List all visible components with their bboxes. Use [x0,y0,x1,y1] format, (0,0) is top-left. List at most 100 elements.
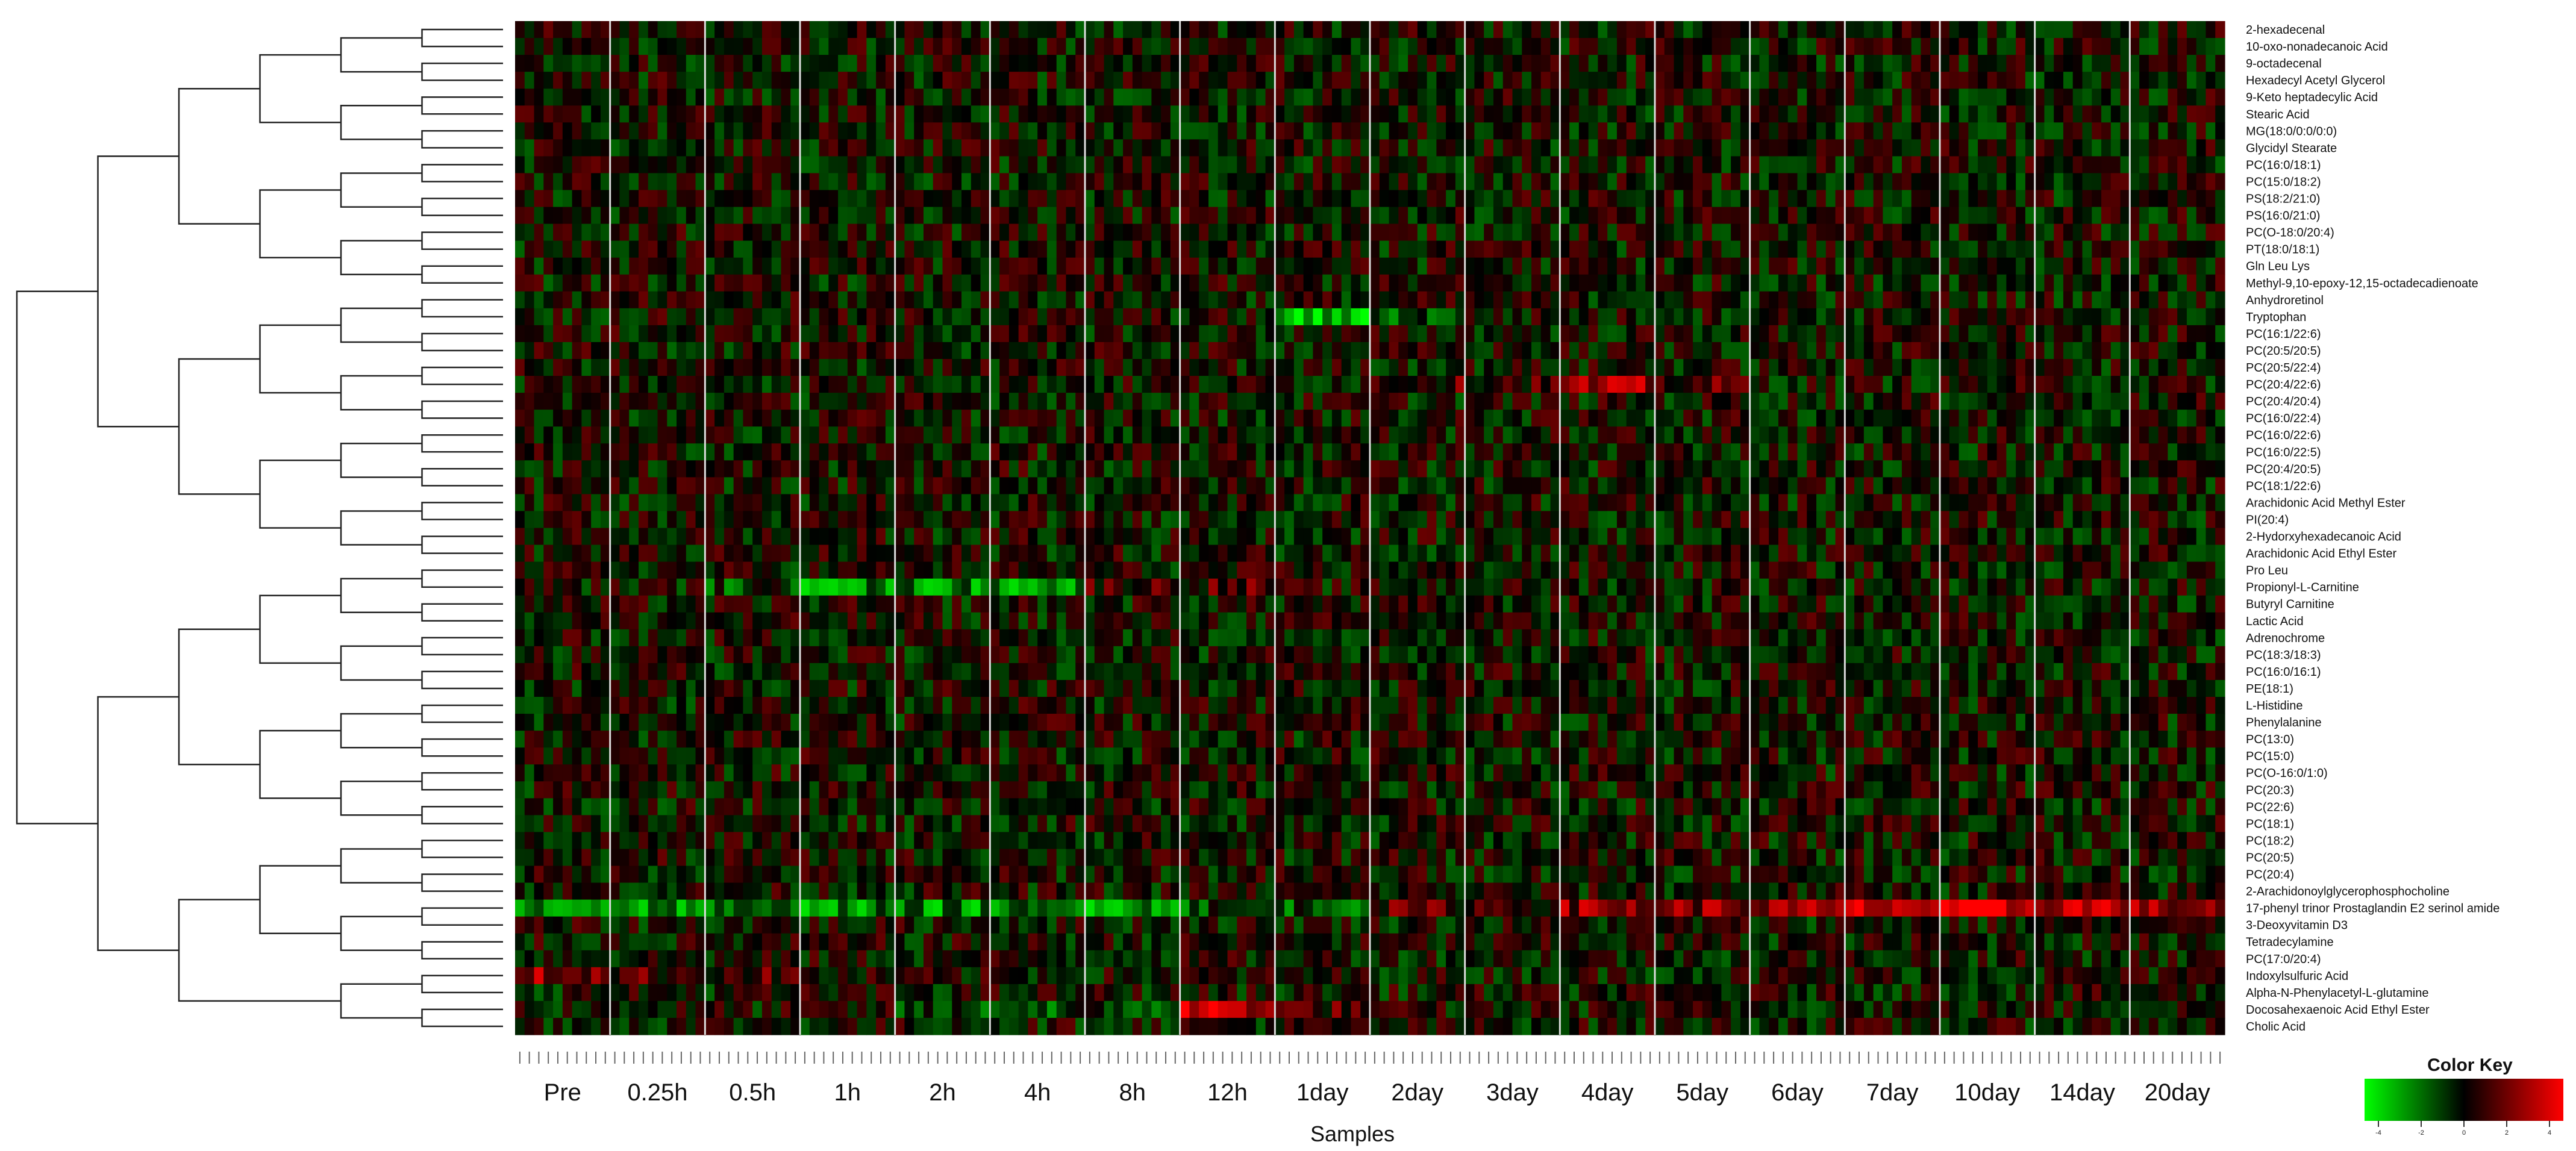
heatmap-cell [1227,376,1237,393]
heatmap-cell [1085,342,1095,360]
heatmap-cell [1569,156,1580,174]
heatmap-cell [961,308,972,326]
heatmap-cell [1598,376,1608,393]
heatmap-cell [1901,240,1912,258]
heatmap-cell [1616,257,1627,275]
heatmap-cell [1322,274,1333,292]
heatmap-cell [1379,308,1390,326]
heatmap-cell [2110,291,2121,309]
heatmap-cell [847,443,858,461]
heatmap-cell [1113,21,1124,39]
heatmap-cell [1664,105,1675,123]
heatmap-cell [2215,291,2225,309]
heatmap-cell [1921,21,1931,39]
heatmap-cell [1578,460,1589,478]
heatmap-cell [2148,55,2159,72]
heatmap-cell [828,190,839,208]
heatmap-cell [847,72,858,89]
heatmap-cell [1474,426,1484,444]
heatmap-cell [857,207,867,225]
heatmap-cell [1674,325,1684,343]
heatmap-cell [1151,308,1161,326]
heatmap-cell [1655,291,1665,309]
heatmap-cell [1959,21,1969,39]
heatmap-cell [2054,139,2064,157]
heatmap-cell [1702,173,1713,191]
heatmap-cell [1189,460,1199,478]
heatmap-cell [2186,325,2197,343]
heatmap-cell [2072,21,2083,39]
heatmap-cell [2054,308,2064,326]
heatmap-cell [1161,460,1171,478]
heatmap-cell [980,410,990,427]
heatmap-cell [2034,223,2045,242]
heatmap-cell [1104,342,1114,360]
heatmap-cell [600,156,611,174]
heatmap-cell [876,460,886,478]
heatmap-cell [2101,274,2112,292]
heatmap-cell [2044,207,2054,225]
heatmap-cell [1265,460,1275,478]
heatmap-cell [1987,325,1998,343]
heatmap-cell [1835,105,1845,123]
heatmap-cell [686,426,696,444]
heatmap-cell [1037,223,1048,242]
heatmap-cell [1008,359,1019,376]
heatmap-cell [1218,240,1228,258]
heatmap-cell [1655,55,1665,72]
dendrogram-branch [421,535,503,554]
heatmap-cell [1816,21,1827,39]
heatmap-cell [1085,72,1095,89]
heatmap-cell [1569,460,1580,478]
heatmap-cell [1379,291,1390,309]
heatmap-cell [761,342,772,360]
heatmap-cell [714,376,725,393]
heatmap-cell [1132,410,1143,427]
heatmap-cell [2054,291,2064,309]
heatmap-cell [1246,325,1257,343]
heatmap-cell [1778,122,1789,140]
heatmap-cell [1873,257,1883,275]
heatmap-cell [1493,173,1504,191]
heatmap-cell [1921,274,1931,292]
heatmap-cell [610,223,621,242]
heatmap-cell [1731,410,1741,427]
heatmap-cell [1142,72,1152,89]
heatmap-cell [914,240,924,258]
heatmap-cell [2186,393,2197,410]
heatmap-cell [2054,325,2064,343]
heatmap-cell [1370,359,1380,376]
heatmap-cell [838,89,848,106]
heatmap-cell [819,393,829,410]
heatmap-cell [1265,122,1275,140]
heatmap-cell [857,308,867,326]
heatmap-cell [619,240,630,258]
heatmap-cell [952,38,962,55]
heatmap-cell [1531,426,1542,444]
heatmap-cell [591,89,601,106]
heatmap-cell [1142,257,1152,275]
heatmap-cell [1255,325,1266,343]
heatmap-cell [1901,89,1912,106]
heatmap-cell [1502,443,1513,461]
heatmap-cell [562,21,573,39]
heatmap-cell [1436,223,1446,242]
heatmap-cell [1683,460,1693,478]
heatmap-cell [2054,240,2064,258]
heatmap-cell [1787,223,1798,242]
heatmap-cell [1883,308,1893,326]
heatmap-cell [876,410,886,427]
heatmap-cell [677,376,687,393]
heatmap-cell [2186,291,2197,309]
heatmap-cell [990,105,1000,123]
heatmap-cell [2101,207,2112,225]
heatmap-cell [1046,190,1057,208]
heatmap-cell [1303,426,1313,444]
heatmap-cell [2006,190,2016,208]
dendrogram-branch [421,130,503,149]
heatmap-cell [1531,410,1542,427]
heatmap-cell [1721,393,1731,410]
heatmap-cell [1028,443,1038,461]
heatmap-cell [1911,410,1922,427]
heatmap-cell [1987,393,1998,410]
